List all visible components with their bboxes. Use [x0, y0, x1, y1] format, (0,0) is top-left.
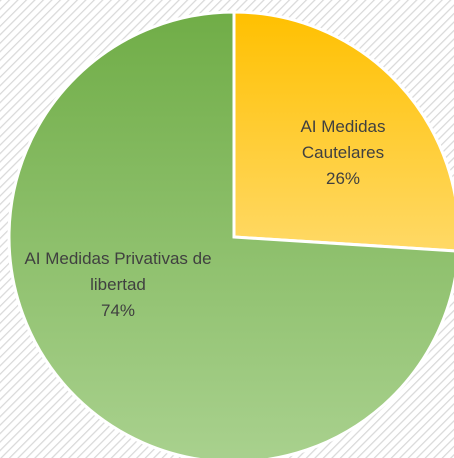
value-label: 26% [325, 169, 361, 188]
value-label: 74% [100, 301, 136, 320]
slice-label: AI Medidas Cautelares 26% [283, 114, 403, 192]
pie-slice [7, 10, 454, 458]
category-label: AI Medidas Privativas de libertad [24, 249, 212, 294]
category-label: AI Medidas Cautelares [300, 117, 386, 162]
pie-slice [232, 10, 454, 253]
slice-label: AI Medidas Privativas de libertad 74% [3, 246, 233, 324]
